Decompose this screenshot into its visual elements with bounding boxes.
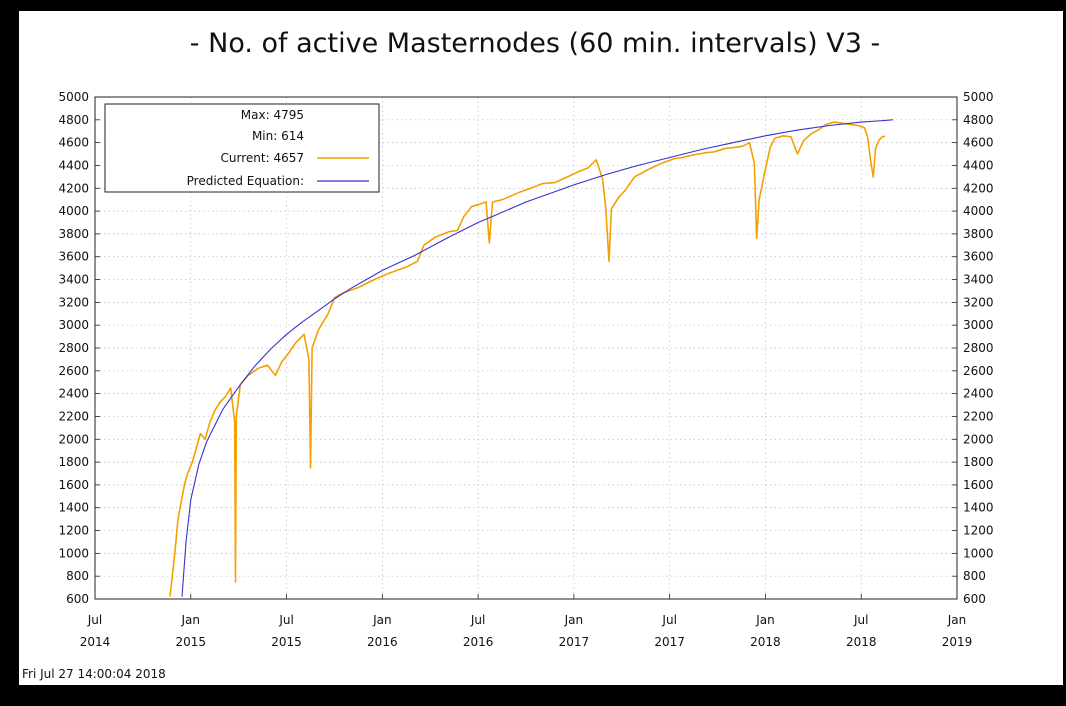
y-tick-label-right: 2600 (963, 364, 994, 378)
legend-current: Current: 4657 (221, 151, 304, 165)
chart-frame: - No. of active Masternodes (60 min. int… (19, 11, 1063, 685)
y-tick-label-right: 4000 (963, 204, 994, 218)
chart-legend: Max: 4795 Min: 614 Current: 4657 Predict… (104, 103, 380, 193)
x-tick-label-month: Jul (661, 613, 676, 627)
x-tick-label-month: Jul (853, 613, 868, 627)
y-tick-label-left: 2800 (58, 341, 89, 355)
timestamp-footer: Fri Jul 27 14:00:04 2018 (22, 667, 166, 681)
x-tick-label-month: Jul (470, 613, 485, 627)
y-tick-label-left: 3800 (58, 227, 89, 241)
y-tick-label-left: 2000 (58, 432, 89, 446)
y-tick-label-right: 1000 (963, 546, 994, 560)
y-tick-label-right: 5000 (963, 90, 994, 104)
masternodes-chart: - No. of active Masternodes (60 min. int… (22, 28, 994, 681)
x-tick-label-month: Jan (947, 613, 967, 627)
y-tick-label-right: 1200 (963, 524, 994, 538)
y-tick-label-left: 5000 (58, 90, 89, 104)
tick-layer: 600 600 800 800 1000 1000 1200 1200 1400 1400 1600… (58, 90, 993, 649)
y-tick-label-right: 1400 (963, 501, 994, 515)
y-tick-label-left: 600 (66, 592, 89, 606)
y-tick-label-right: 1600 (963, 478, 994, 492)
x-tick-label-year: 2017 (559, 635, 590, 649)
y-tick-label-left: 4000 (58, 204, 89, 218)
x-tick-label-year: 2015 (271, 635, 302, 649)
x-tick-label-month: Jan (372, 613, 392, 627)
y-tick-label-right: 4400 (963, 158, 994, 172)
legend-predicted: Predicted Equation: (187, 174, 304, 188)
x-tick-label-month: Jan (181, 613, 201, 627)
y-tick-label-right: 2000 (963, 432, 994, 446)
series-line-current (169, 121, 886, 597)
y-tick-label-right: 4200 (963, 181, 994, 195)
y-tick-label-left: 2600 (58, 364, 89, 378)
y-tick-label-left: 1200 (58, 524, 89, 538)
y-tick-label-left: 3400 (58, 273, 89, 287)
y-tick-label-left: 2200 (58, 409, 89, 423)
y-tick-label-left: 4400 (58, 158, 89, 172)
y-tick-label-left: 2400 (58, 387, 89, 401)
x-tick-label-year: 2015 (176, 635, 207, 649)
y-tick-label-right: 3400 (963, 273, 994, 287)
y-tick-label-left: 3000 (58, 318, 89, 332)
x-tick-label-month: Jan (755, 613, 775, 627)
y-tick-label-right: 3200 (963, 295, 994, 309)
y-tick-label-right: 2200 (963, 409, 994, 423)
series-line-predicted-equation (181, 119, 894, 597)
x-tick-label-month: Jul (278, 613, 293, 627)
x-tick-label-month: Jan (564, 613, 584, 627)
x-tick-label-year: 2018 (750, 635, 781, 649)
x-tick-label-month: Jul (87, 613, 102, 627)
y-tick-label-right: 800 (963, 569, 986, 583)
y-tick-label-right: 600 (963, 592, 986, 606)
legend-min: Min: 614 (252, 129, 304, 143)
y-tick-label-right: 2800 (963, 341, 994, 355)
legend-max: Max: 4795 (241, 108, 304, 122)
x-tick-label-year: 2017 (654, 635, 685, 649)
y-tick-label-right: 3000 (963, 318, 994, 332)
x-tick-label-year: 2016 (463, 635, 494, 649)
y-tick-label-left: 1400 (58, 501, 89, 515)
y-tick-label-right: 3600 (963, 250, 994, 264)
y-tick-label-right: 1800 (963, 455, 994, 469)
y-tick-label-right: 4800 (963, 113, 994, 127)
x-tick-label-year: 2016 (367, 635, 398, 649)
y-tick-label-left: 4600 (58, 136, 89, 150)
y-tick-label-right: 3800 (963, 227, 994, 241)
y-tick-label-left: 3200 (58, 295, 89, 309)
x-tick-label-year: 2014 (80, 635, 111, 649)
y-tick-label-left: 1000 (58, 546, 89, 560)
y-tick-label-left: 1600 (58, 478, 89, 492)
series-layer (169, 119, 894, 597)
y-tick-label-left: 4800 (58, 113, 89, 127)
y-tick-label-left: 1800 (58, 455, 89, 469)
x-tick-label-year: 2018 (846, 635, 877, 649)
y-tick-label-left: 800 (66, 569, 89, 583)
chart-title: - No. of active Masternodes (60 min. int… (190, 28, 880, 59)
x-tick-label-year: 2019 (942, 635, 973, 649)
y-tick-label-left: 3600 (58, 250, 89, 264)
y-tick-label-right: 4600 (963, 136, 994, 150)
y-tick-label-right: 2400 (963, 387, 994, 401)
legend-box (104, 103, 380, 193)
y-tick-label-left: 4200 (58, 181, 89, 195)
